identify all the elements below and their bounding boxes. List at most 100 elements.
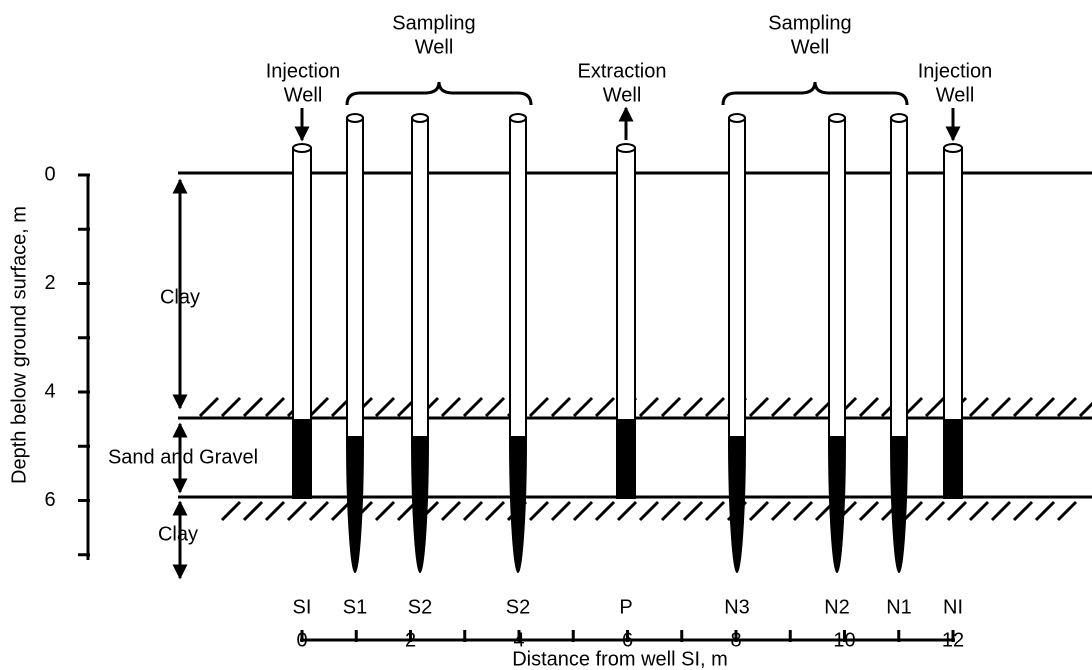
hatch-line — [1056, 500, 1078, 522]
distance-tick-label: 4 — [513, 629, 524, 651]
group-label: Well — [936, 84, 975, 106]
well-casing — [943, 147, 963, 421]
well-top — [411, 113, 429, 123]
hatch-line — [528, 396, 550, 418]
well-casing — [890, 117, 908, 439]
hatch-line — [242, 500, 264, 522]
hatch-line — [946, 500, 968, 522]
well-screen — [616, 419, 636, 499]
hatch-line — [902, 500, 924, 522]
well-top — [616, 143, 636, 153]
well-casing — [509, 117, 527, 439]
well-top — [509, 113, 527, 123]
group-label: Sampling — [392, 12, 475, 34]
well-label: S1 — [343, 596, 367, 618]
hatch-line — [374, 396, 396, 418]
hatch-line — [660, 396, 682, 418]
well-screen — [508, 436, 528, 574]
well-label: SI — [293, 596, 312, 618]
well-top — [943, 143, 963, 153]
hatch-line — [748, 396, 770, 418]
labels: SI S1 S2 S2 P N3 N2 N1 NIInjectionWellSamplingWe… — [8, 12, 992, 670]
well-label: N3 — [724, 596, 750, 618]
depth-tick-label: 2 — [44, 272, 55, 294]
well-screen — [292, 419, 312, 499]
hatching — [198, 396, 1092, 522]
hatch-line — [924, 500, 946, 522]
well-casing — [292, 147, 312, 421]
depth-tick-label: 6 — [44, 489, 55, 511]
group-label: Injection — [918, 60, 993, 82]
hatch-line — [440, 500, 462, 522]
hatch-line — [990, 500, 1012, 522]
hatch-line — [594, 396, 616, 418]
depth-tick-label: 4 — [44, 380, 55, 402]
hatch-line — [770, 500, 792, 522]
distance-tick-label: 0 — [296, 629, 307, 651]
strata — [86, 81, 1092, 642]
hatch-line — [1078, 401, 1092, 418]
hatch-line — [198, 396, 220, 418]
distance-axis-label: Distance from well SI, m — [512, 648, 728, 670]
well-top — [890, 113, 908, 123]
hatch-line — [1034, 396, 1056, 418]
hatch-line — [792, 396, 814, 418]
hatch-line — [220, 500, 242, 522]
hatch-line — [682, 396, 704, 418]
depth-tick-label: 0 — [44, 163, 55, 185]
hatch-line — [484, 500, 506, 522]
hatch-line — [286, 500, 308, 522]
well-casing — [828, 117, 846, 439]
hatch-line — [968, 500, 990, 522]
hatch-line — [638, 500, 660, 522]
layer-label: Clay — [158, 523, 198, 545]
well-label: NI — [943, 596, 963, 618]
hatch-line — [440, 396, 462, 418]
well-casing — [346, 117, 364, 439]
hatch-line — [308, 396, 330, 418]
layer-label: Clay — [160, 286, 200, 308]
well-screen — [889, 436, 909, 574]
group-label: Well — [603, 84, 642, 106]
group-label: Sampling — [768, 12, 851, 34]
well-label: S2 — [408, 596, 432, 618]
well-screen — [727, 436, 747, 574]
hatch-line — [264, 396, 286, 418]
hatch-line — [550, 396, 572, 418]
hatch-line — [1012, 396, 1034, 418]
hatch-line — [572, 396, 594, 418]
hatch-line — [528, 500, 550, 522]
well-top — [346, 113, 364, 123]
well-top — [828, 113, 846, 123]
well-label: N1 — [886, 596, 912, 618]
hatch-line — [858, 396, 880, 418]
hatch-line — [462, 396, 484, 418]
hatch-line — [594, 500, 616, 522]
distance-tick-label: 12 — [942, 629, 964, 651]
hatch-line — [924, 396, 946, 418]
well-label: N2 — [824, 596, 850, 618]
hatch-line — [330, 500, 352, 522]
hatch-line — [572, 500, 594, 522]
well-screen — [345, 436, 365, 574]
layer-label: Sand and Gravel — [108, 446, 258, 468]
distance-tick-label: 8 — [730, 629, 741, 651]
distance-tick-label: 10 — [833, 629, 855, 651]
group-label: Extraction — [578, 60, 667, 82]
hatch-line — [660, 500, 682, 522]
well-top — [292, 143, 312, 153]
hatch-line — [308, 500, 330, 522]
hatch-line — [704, 396, 726, 418]
well-screen — [410, 436, 430, 574]
group-label: Injection — [266, 60, 341, 82]
well-label: P — [619, 596, 632, 618]
hatch-line — [704, 500, 726, 522]
hatch-line — [550, 500, 572, 522]
hatch-line — [462, 500, 484, 522]
hatch-line — [264, 500, 286, 522]
wells — [78, 113, 963, 642]
hatch-line — [858, 500, 880, 522]
hatch-line — [990, 396, 1012, 418]
hatch-line — [220, 396, 242, 418]
